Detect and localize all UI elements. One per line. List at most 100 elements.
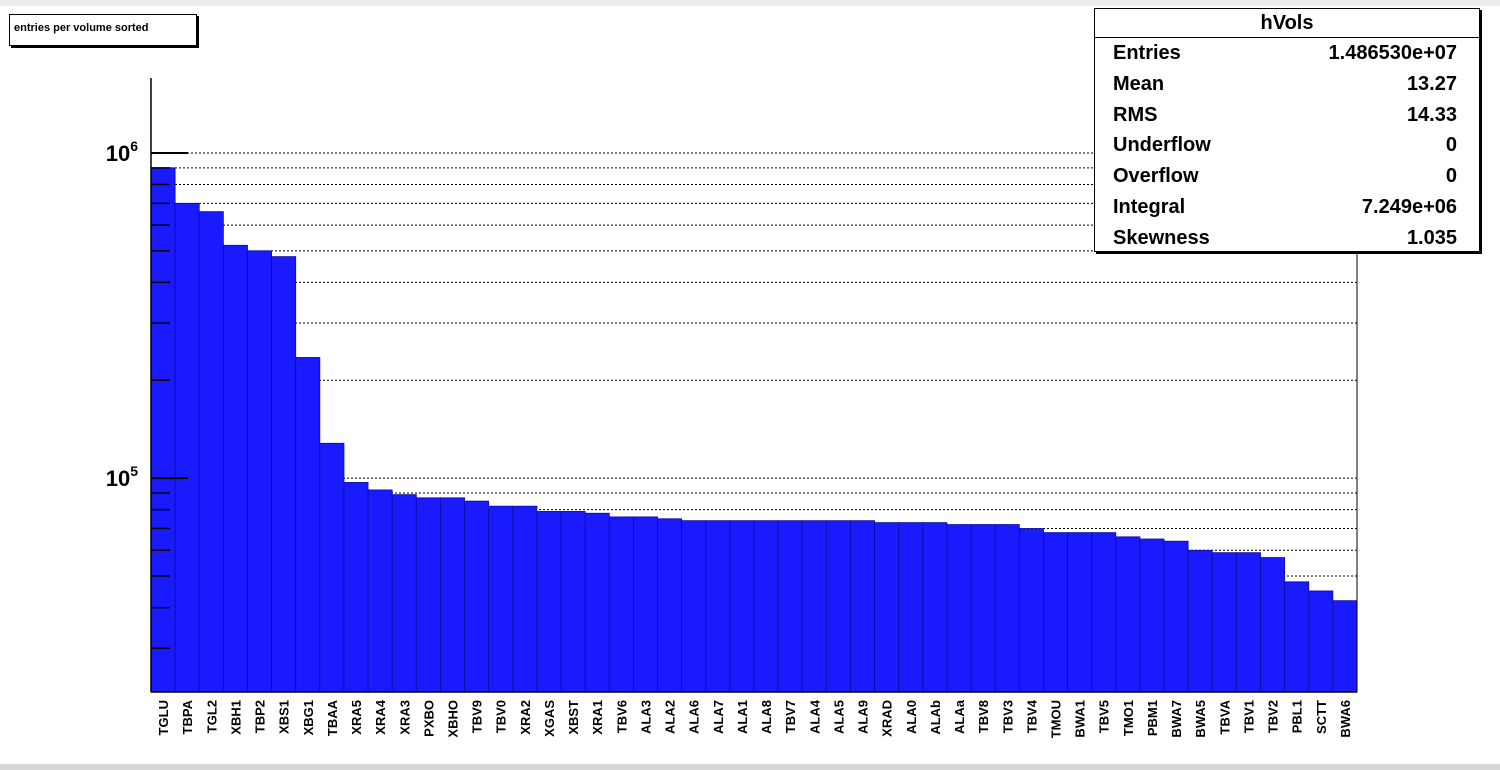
x-tick-label: XBHO <box>446 700 461 738</box>
bar-pbl1 <box>1284 581 1310 693</box>
bar-xra2 <box>512 505 538 693</box>
bar-bwa7 <box>1163 540 1189 693</box>
bar-xgas <box>536 511 562 693</box>
x-tick-label: ALA0 <box>904 700 919 734</box>
x-tick-label: ALA8 <box>759 700 774 734</box>
bar-pbm1 <box>1139 538 1165 693</box>
bar-ala9 <box>850 520 875 693</box>
bar-tbv2 <box>1260 557 1286 693</box>
stat-label: Skewness <box>1113 226 1210 249</box>
bar-tmo1 <box>1115 536 1141 693</box>
bar-tbv6 <box>608 516 634 693</box>
bar-tglu <box>150 167 176 693</box>
bar-ala3 <box>633 516 658 693</box>
bar-xra5 <box>343 482 369 693</box>
x-tick-label: XBG1 <box>301 700 316 735</box>
x-tick-label: TBV2 <box>1266 700 1281 733</box>
bar-alab <box>922 522 948 693</box>
x-tick-label: XRA5 <box>349 700 364 735</box>
stat-label: Integral <box>1113 195 1186 218</box>
x-tick-label: ALA7 <box>711 700 726 734</box>
stat-row-skewness: Skewness 1.035 <box>1095 223 1479 254</box>
x-tick-label: BWA7 <box>1169 700 1184 738</box>
bar-tbv0 <box>488 505 514 693</box>
x-tick-label: ALAa <box>952 699 967 734</box>
stat-value: 7.249e+06 <box>1361 195 1457 218</box>
bar-xbh1 <box>222 244 248 693</box>
x-tick-label: BWA6 <box>1338 700 1353 738</box>
bar-ala5 <box>825 520 851 693</box>
stat-row-mean: Mean 13.27 <box>1095 69 1479 100</box>
stat-value: 13.27 <box>1406 72 1457 95</box>
x-tick-label: TBV4 <box>1024 699 1039 733</box>
stat-label: Mean <box>1113 72 1165 95</box>
chart-title-box: entries per volume sorted <box>9 14 197 46</box>
bar-tbv7 <box>777 520 803 693</box>
x-tick-label: XBS1 <box>277 700 292 734</box>
bar-xrad <box>874 522 900 693</box>
x-tick-label: TBAA <box>325 699 340 736</box>
x-tick-label: TBVA <box>1217 699 1232 734</box>
bar-sctt <box>1308 590 1334 693</box>
bar-ala4 <box>801 520 827 693</box>
stat-row-rms: RMS 14.33 <box>1095 100 1479 131</box>
x-tick-label: SCTT <box>1314 700 1329 734</box>
bar-tbp2 <box>247 250 272 693</box>
bar-tbaa <box>319 442 345 693</box>
x-tick-label: TMOU <box>1049 700 1064 738</box>
bar-tbv4 <box>1018 528 1044 693</box>
bar-xra3 <box>391 494 417 693</box>
bar-tbv1 <box>1236 552 1261 693</box>
x-tick-label: TBPA <box>180 699 195 734</box>
stat-label: Entries <box>1113 42 1181 64</box>
x-tick-label: XRA2 <box>518 700 533 735</box>
x-tick-label: ALA4 <box>807 699 822 734</box>
x-tick-label: ALA5 <box>831 700 846 734</box>
x-tick-label: PBL1 <box>1290 700 1305 733</box>
y-tick-label: 105 <box>106 463 138 491</box>
x-tick-label: TGLU <box>156 700 171 735</box>
stat-label: Overflow <box>1113 165 1199 188</box>
x-tick-label: ALA1 <box>735 700 750 734</box>
bar-bwa6 <box>1332 600 1358 693</box>
stat-value: 0 <box>1445 134 1457 157</box>
x-tick-label: ALA3 <box>638 700 653 734</box>
bar-tbpa <box>174 202 200 693</box>
x-tick-label: TBV3 <box>1000 700 1015 733</box>
bar-tmou <box>1043 532 1068 693</box>
stat-row-overflow: Overflow 0 <box>1095 161 1479 192</box>
stat-row-entries: Entries 1.486530e+07 <box>1095 38 1479 69</box>
x-tick-label: XRAD <box>880 700 895 737</box>
x-tick-label: TMO1 <box>1121 700 1136 736</box>
x-tick-label: ALA9 <box>856 700 871 734</box>
x-tick-label: TBV7 <box>783 700 798 733</box>
bar-xra4 <box>367 489 393 693</box>
x-tick-label: PXBO <box>421 700 436 737</box>
x-tick-label: XRA1 <box>590 700 605 735</box>
stat-value: 0 <box>1445 165 1457 188</box>
bar-ala8 <box>753 520 779 693</box>
stat-value: 1.486530e+07 <box>1328 42 1457 64</box>
stat-label: RMS <box>1113 103 1158 126</box>
stat-label: Underflow <box>1113 134 1211 157</box>
y-tick-label: 106 <box>106 138 138 166</box>
bar-xbho <box>440 497 465 693</box>
x-tick-label: PBM1 <box>1145 700 1160 736</box>
stat-row-integral: Integral 7.249e+06 <box>1095 192 1479 223</box>
bar-tbv3 <box>994 524 1020 693</box>
stats-title: hVols <box>1095 9 1479 38</box>
bar-tbv9 <box>464 500 490 693</box>
bar-ala7 <box>705 520 731 693</box>
bar-tbv5 <box>1091 532 1117 693</box>
bar-pxbo <box>415 497 441 693</box>
stat-value: 1.035 <box>1406 226 1457 249</box>
x-tick-label: ALA2 <box>663 700 678 734</box>
x-tick-labels: TGLU TBPA TGL2 XBH1 TBP2 XBS1 XBG1 TBAA XRA5 XRA4… <box>156 699 1353 738</box>
stat-value: 14.33 <box>1406 103 1457 126</box>
x-tick-label: TGL2 <box>204 700 219 733</box>
bars <box>150 167 1358 693</box>
x-tick-label: XRA4 <box>373 699 388 734</box>
bar-bwa1 <box>1067 532 1093 693</box>
x-tick-label: XRA3 <box>397 700 412 735</box>
